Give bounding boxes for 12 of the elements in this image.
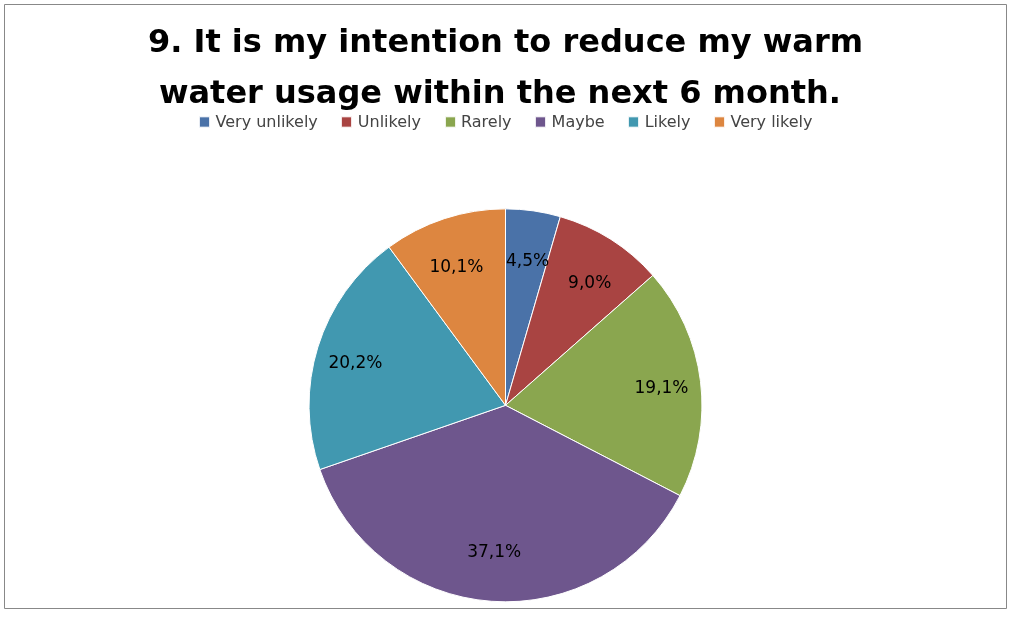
legend-label: Likely (644, 112, 691, 131)
chart-title: 9. It is my intention to reduce my warm water usage within the next 6 month. (147, 22, 864, 112)
data-label: 9,0% (568, 271, 612, 292)
data-label: 37,1% (467, 541, 522, 562)
data-label: 20,2% (328, 351, 383, 372)
data-label: 19,1% (634, 377, 689, 398)
legend-label: Maybe (551, 112, 605, 131)
legend-label: Very unlikely (215, 112, 318, 131)
legend-label: Rarely (461, 112, 512, 131)
data-label: 10,1% (429, 256, 484, 277)
legend-label: Unlikely (357, 112, 422, 131)
legend-label: Very likely (730, 112, 813, 131)
